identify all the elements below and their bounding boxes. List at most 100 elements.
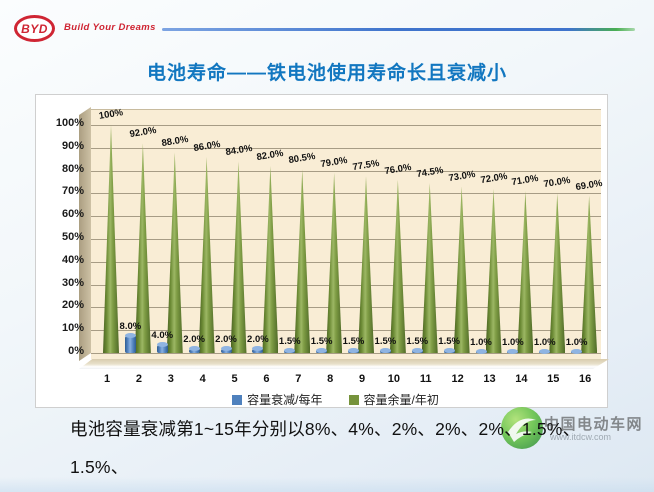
y-axis-tick-label: 60% bbox=[61, 208, 84, 221]
capacity-value-label: 100% bbox=[98, 107, 124, 122]
decay-cylinder bbox=[124, 332, 136, 353]
decay-cylinder bbox=[348, 347, 359, 353]
decay-cylinder bbox=[220, 346, 232, 353]
decay-value-label: 1.0% bbox=[533, 336, 556, 348]
legend-item: 容量衰减/每年 bbox=[232, 391, 323, 408]
x-axis-tick-label: 16 bbox=[579, 373, 592, 385]
capacity-cone bbox=[549, 193, 566, 353]
y-axis-tick-label: 40% bbox=[61, 253, 84, 266]
bottom-decoration-band bbox=[0, 477, 654, 492]
capacity-cone bbox=[326, 172, 343, 353]
battery-life-chart: 100% 92.0% 8.0% 88.0% 4.0% 86.0% 2.0% 84.0% 2.0%… bbox=[35, 94, 609, 408]
decay-cylinder bbox=[411, 347, 423, 353]
capacity-cone bbox=[389, 179, 406, 353]
x-axis-tick-label: 1 bbox=[103, 373, 111, 385]
y-axis-tick-label: 70% bbox=[61, 185, 84, 198]
y-axis-tick-label: 10% bbox=[61, 322, 84, 335]
decay-value-label: 1.5% bbox=[342, 335, 365, 347]
decay-cylinder bbox=[571, 348, 583, 355]
capacity-cone bbox=[166, 152, 183, 353]
gridline bbox=[91, 216, 601, 218]
x-axis-tick-label: 12 bbox=[451, 373, 464, 385]
caption-line-1: 电池容量衰减第1~15年分别以8%、4%、2%、2%、2%、1.5%、1.5%、 bbox=[70, 419, 581, 477]
y-axis-tick-label: 90% bbox=[61, 139, 84, 152]
byd-logo: BYD bbox=[14, 15, 55, 42]
capacity-cone bbox=[198, 156, 215, 353]
x-axis-tick-label: 8 bbox=[327, 373, 334, 385]
y-axis-tick-label: 80% bbox=[61, 162, 84, 175]
decay-value-label: 1.0% bbox=[502, 336, 524, 348]
caption-paragraph: 电池容量衰减第1~15年分别以8%、4%、2%、2%、2%、1.5%、1.5%、… bbox=[36, 410, 626, 492]
brand-slogan: Build Your Dreams bbox=[64, 22, 156, 33]
watermark: 中国电动车网 www.itdcw.com bbox=[498, 404, 642, 454]
decay-value-label: 4.0% bbox=[151, 329, 174, 341]
legend-item: 容量余量/年初 bbox=[348, 391, 439, 408]
x-axis-tick-label: 3 bbox=[167, 373, 174, 385]
legend-swatch-icon bbox=[232, 394, 243, 405]
decay-cylinder bbox=[156, 341, 168, 353]
y-axis-tick-label: 50% bbox=[61, 231, 84, 243]
legend-item-label: 容量衰减/每年 bbox=[247, 393, 323, 407]
x-axis-tick-label: 4 bbox=[199, 373, 206, 385]
x-axis-tick-label: 13 bbox=[483, 373, 496, 385]
gridline bbox=[91, 330, 601, 332]
gridline bbox=[91, 193, 601, 195]
chart-3d-floor bbox=[79, 359, 609, 369]
x-axis-tick-label: 9 bbox=[358, 373, 366, 385]
decay-cylinder bbox=[252, 346, 264, 353]
decay-value-label: 2.0% bbox=[247, 334, 269, 346]
byd-logo-text: BYD bbox=[21, 21, 48, 36]
decay-value-label: 1.5% bbox=[374, 335, 397, 347]
header-divider-line bbox=[162, 28, 635, 31]
decay-value-label: 1.0% bbox=[470, 336, 492, 348]
x-axis-tick-label: 14 bbox=[515, 373, 528, 385]
decay-value-label: 2.0% bbox=[215, 334, 237, 346]
gridline bbox=[91, 239, 601, 240]
gridline bbox=[91, 261, 601, 263]
watermark-logo-icon bbox=[501, 407, 543, 449]
decay-cylinder bbox=[284, 347, 296, 353]
x-axis-tick-label: 7 bbox=[295, 373, 302, 385]
watermark-site-url: www.itdcw.com bbox=[550, 432, 612, 442]
capacity-cone bbox=[421, 183, 438, 353]
decay-cylinder bbox=[188, 346, 200, 353]
decay-cylinder bbox=[443, 347, 455, 353]
x-axis-labels: 1 2 3 4 5 6 7 8 9 10 11 12 13 14 15 16 bbox=[91, 373, 601, 387]
capacity-cone bbox=[358, 176, 374, 353]
legend-swatch-icon bbox=[348, 394, 359, 405]
x-axis-tick-label: 15 bbox=[547, 373, 560, 385]
plot-area: 100% 92.0% 8.0% 88.0% 4.0% 86.0% 2.0% 84.0% 2.0%… bbox=[91, 107, 603, 359]
legend-item-label: 容量余量/年初 bbox=[363, 393, 439, 407]
y-axis-tick-label: 30% bbox=[61, 276, 84, 289]
gridline bbox=[91, 353, 601, 354]
page-title: 电池寿命——铁电池使用寿命长且衰减小 bbox=[146, 63, 507, 84]
decay-value-label: 2.0% bbox=[183, 334, 205, 346]
gridline bbox=[91, 125, 601, 126]
x-axis-tick-label: 10 bbox=[387, 373, 400, 385]
x-axis-tick-label: 11 bbox=[419, 373, 432, 385]
decay-cylinder bbox=[475, 348, 487, 355]
decay-cylinder bbox=[539, 348, 551, 355]
y-axis-tick-label: 0% bbox=[68, 345, 84, 357]
gridline bbox=[91, 307, 601, 309]
x-axis-tick-label: 5 bbox=[231, 373, 238, 385]
gridline bbox=[91, 170, 601, 172]
watermark-site-name: 中国电动车网 bbox=[544, 416, 644, 433]
chart-3d-side-wall bbox=[79, 107, 91, 361]
gridline bbox=[91, 284, 601, 286]
capacity-cone bbox=[485, 188, 502, 353]
y-axis-tick-label: 20% bbox=[61, 299, 84, 312]
decay-value-label: 1.5% bbox=[406, 335, 429, 347]
decay-value-label: 1.5% bbox=[310, 335, 333, 347]
decay-cylinder bbox=[316, 347, 328, 353]
decay-value-label: 8.0% bbox=[119, 320, 142, 332]
capacity-cone bbox=[453, 186, 470, 353]
y-axis-tick-label: 100% bbox=[55, 117, 84, 129]
chart-legend: 容量衰减/每年 容量余量/年初 bbox=[50, 391, 621, 408]
capacity-cone bbox=[581, 195, 598, 353]
capacity-cone bbox=[230, 161, 247, 353]
x-axis-tick-label: 6 bbox=[263, 373, 270, 385]
decay-cylinder bbox=[507, 348, 519, 355]
x-axis-tick-label: 2 bbox=[135, 373, 142, 385]
